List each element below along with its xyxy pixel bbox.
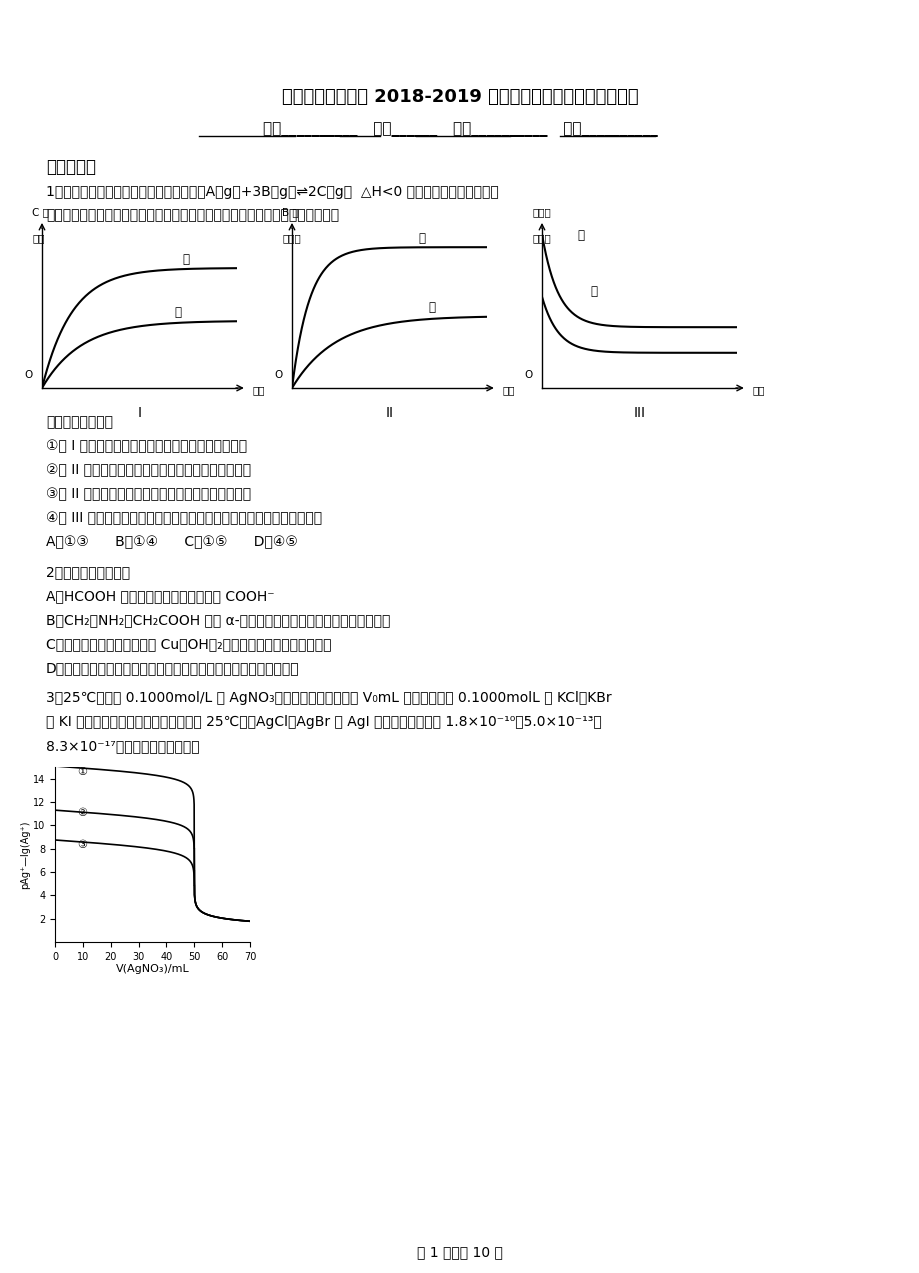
Text: C 的: C 的: [32, 207, 49, 218]
Text: II: II: [385, 406, 393, 420]
Text: ②图 II 研究的是压强对反应的影响，且甲的压强较高: ②图 II 研究的是压强对反应的影响，且甲的压强较高: [46, 463, 251, 477]
Text: 1．容积固定的密闭容器中存在如下反应：A（g）+3B（g）⇌2C（g）  △H<0 某研究小组研究了其他条: 1．容积固定的密闭容器中存在如下反应：A（g）+3B（g）⇌2C（g） △H<0…: [46, 185, 498, 199]
Text: 时间: 时间: [502, 384, 515, 395]
Text: ③图 II 研究的是温度对反应的影响，且乙的温度较高: ③图 II 研究的是温度对反应的影响，且乙的温度较高: [46, 488, 251, 502]
Text: 3．25℃时，用 0.1000mol/L 的 AgNO₃溶液分别滴定体积均为 V₀mL 的且浓度均为 0.1000molL 的 KCl、KBr: 3．25℃时，用 0.1000mol/L 的 AgNO₃溶液分别滴定体积均为 V…: [46, 691, 611, 705]
Text: O: O: [274, 370, 282, 381]
Text: 一、选择题: 一、选择题: [46, 158, 96, 176]
Text: 班级__________   座号______   姓名__________   分数__________: 班级__________ 座号______ 姓名__________ 分数___…: [262, 122, 657, 137]
Text: 8.3×10⁻¹⁷），下列说法正确的是: 8.3×10⁻¹⁷），下列说法正确的是: [46, 740, 199, 754]
Text: 乙: 乙: [576, 229, 584, 242]
Text: 第 1 页，共 10 页: 第 1 页，共 10 页: [416, 1245, 503, 1259]
Text: ①图 I 研究的是压强对反应的影响，且乙的压强较高: ①图 I 研究的是压强对反应的影响，且乙的压强较高: [46, 439, 247, 453]
Text: 转化率: 转化率: [282, 233, 301, 243]
Text: 浓度: 浓度: [32, 233, 45, 243]
Text: 混合气: 混合气: [532, 207, 550, 218]
Text: ②: ②: [77, 808, 87, 819]
Text: 沙湾县第四中学校 2018-2019 学年上学期高二期中化学模拟题: 沙湾县第四中学校 2018-2019 学年上学期高二期中化学模拟题: [281, 88, 638, 106]
Text: ③: ③: [77, 839, 87, 849]
Text: B．CH₂（NH₂）CH₂COOH 不是 α-氨基酸，但它可以和甘氨酸反应形成肽键: B．CH₂（NH₂）CH₂COOH 不是 α-氨基酸，但它可以和甘氨酸反应形成肽…: [46, 614, 390, 628]
Text: 乙: 乙: [418, 233, 425, 246]
Text: D．纤维素的水解和油脂的皌化反应都是由高分子生成小分子的过程: D．纤维素的水解和油脂的皌化反应都是由高分子生成小分子的过程: [46, 661, 300, 675]
Y-axis label: pAg⁺—lg(Ag⁺): pAg⁺—lg(Ag⁺): [20, 820, 30, 889]
Text: 体总压: 体总压: [532, 233, 550, 243]
Text: O: O: [524, 370, 532, 381]
Text: 时间: 时间: [253, 384, 265, 395]
Text: 甲: 甲: [590, 285, 597, 298]
Text: A．①③      B．①④      C．①⑤      D．④⑤: A．①③ B．①④ C．①⑤ D．④⑤: [46, 535, 298, 549]
X-axis label: V(AgNO₃)/mL: V(AgNO₃)/mL: [116, 965, 189, 975]
Text: 件不变时，改变某一条件对上述反应的影响，并根据实验数据作出下列关系图：: 件不变时，改变某一条件对上述反应的影响，并根据实验数据作出下列关系图：: [46, 207, 339, 222]
Text: C．葡萄糖溶液中加入新制的 Cu（OH）₂悬浊液可看到有红色沉淠生成: C．葡萄糖溶液中加入新制的 Cu（OH）₂悬浊液可看到有红色沉淠生成: [46, 636, 331, 651]
Text: 甲: 甲: [175, 306, 181, 320]
Text: A．HCOOH 是一元罧酸，对应的酸根是 COOH⁻: A．HCOOH 是一元罧酸，对应的酸根是 COOH⁻: [46, 589, 275, 603]
Text: ④图 III 研究的是不同催化剑对反应的影响，且甲使用的催化剑效率较高: ④图 III 研究的是不同催化剑对反应的影响，且甲使用的催化剑效率较高: [46, 510, 322, 524]
Text: 时间: 时间: [752, 384, 765, 395]
Text: 2．下列说法正确的是: 2．下列说法正确的是: [46, 565, 130, 579]
Text: O: O: [24, 370, 32, 381]
Text: B 的: B 的: [282, 207, 299, 218]
Text: 下列判断正确的是: 下列判断正确的是: [46, 415, 113, 429]
Text: ①: ①: [77, 768, 87, 778]
Text: 甲: 甲: [428, 302, 435, 314]
Text: I: I: [137, 406, 142, 420]
Text: III: III: [633, 406, 645, 420]
Text: 乙: 乙: [182, 253, 189, 266]
Text: 及 KI 溶液，其滴定曲线入下图，（已知 25℃时，AgCl、AgBr 及 AgI 溶度积常数依次为 1.8×10⁻¹⁰、5.0×10⁻¹³、: 及 KI 溶液，其滴定曲线入下图，（已知 25℃时，AgCl、AgBr 及 Ag…: [46, 715, 601, 729]
